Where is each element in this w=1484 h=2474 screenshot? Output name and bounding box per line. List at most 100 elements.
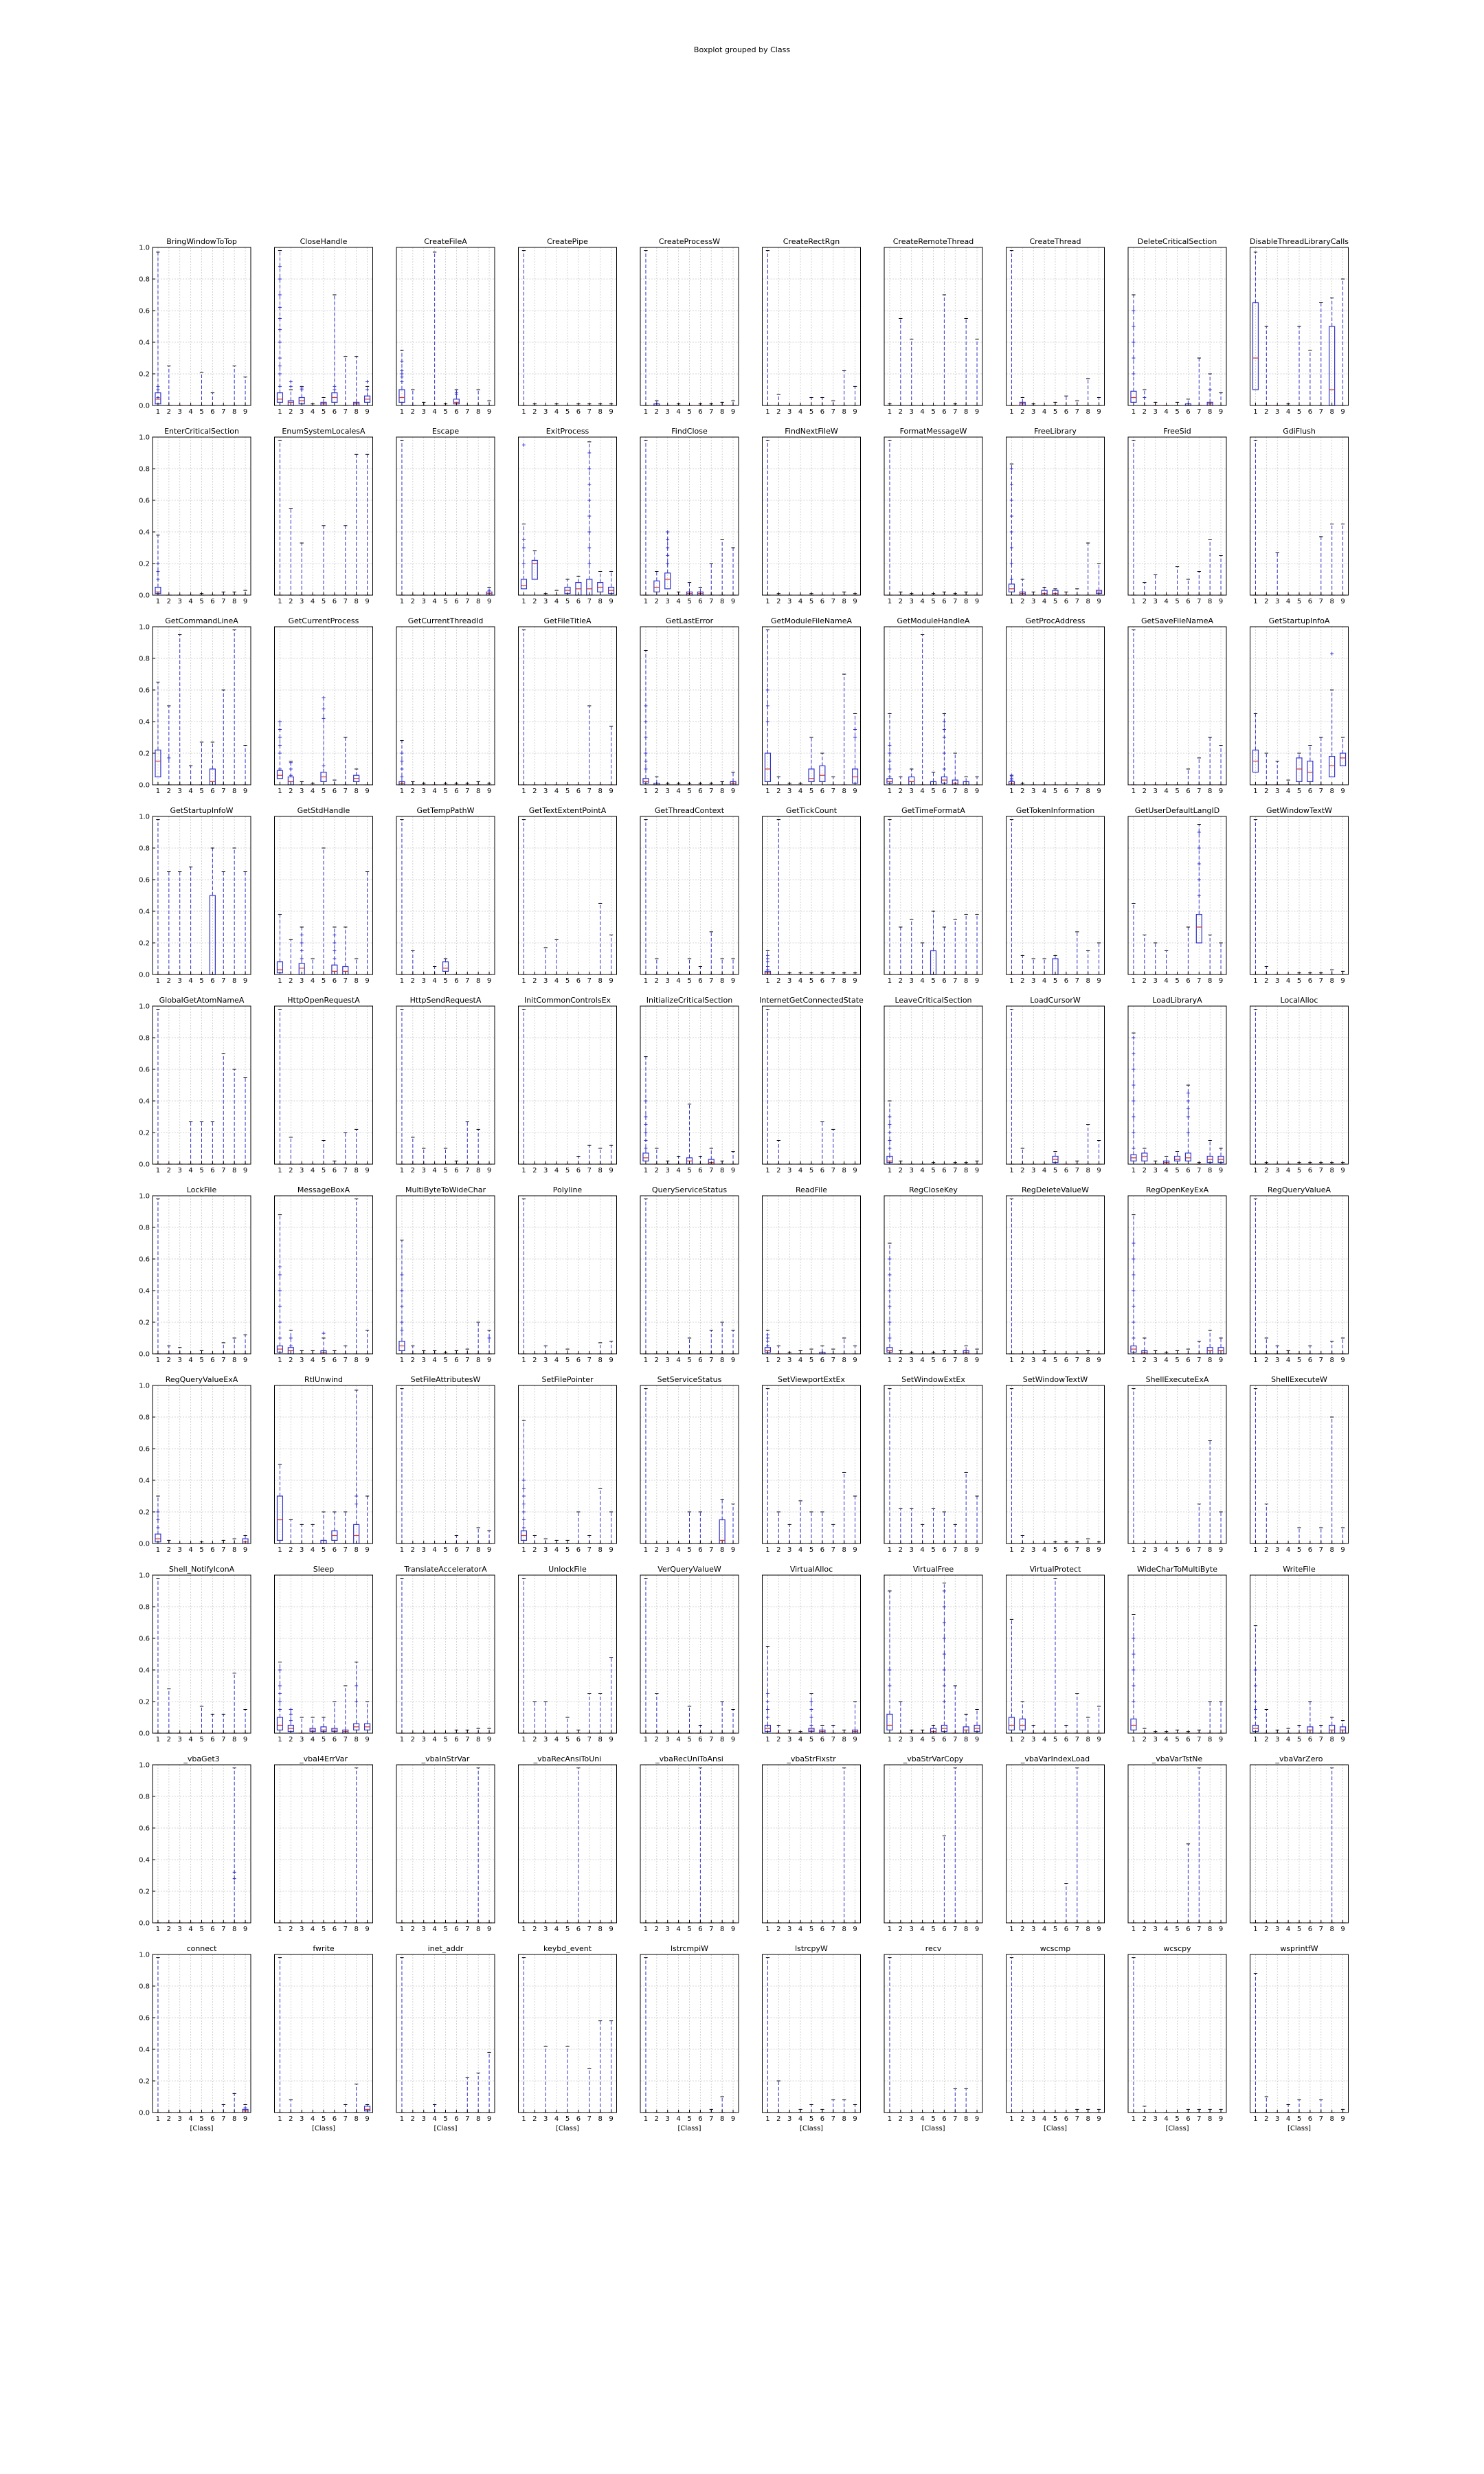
y-tick-label: 0.6 (139, 1446, 150, 1453)
x-tick-label: 7 (221, 598, 225, 605)
panel-46: LeaveCriticalSection 1 2 3 4 5 6 7 8 9 (884, 996, 983, 1174)
x-tick-label: 6 (1064, 1357, 1068, 1364)
flier-point (289, 761, 293, 765)
panel-title: SetFilePointer (541, 1375, 594, 1384)
x-tick-label: 5 (1297, 788, 1301, 795)
flier-point (1197, 893, 1201, 898)
x-tick-label: 8 (232, 1357, 236, 1364)
x-tick-label: 8 (476, 1357, 480, 1364)
x-tick-label: 8 (1208, 788, 1212, 795)
x-tick-label: 1 (888, 788, 892, 795)
x-tick-label: 1 (521, 1167, 526, 1174)
panel-title: CreatePipe (547, 237, 588, 246)
panel-13: ExitProcess 1 2 3 4 5 6 7 8 9 (518, 427, 617, 605)
x-tick-label: 2 (1143, 1357, 1147, 1364)
flier-point (765, 965, 769, 968)
panel-68: ShellExecuteExA 1 2 3 4 5 6 7 8 9 (1127, 1375, 1227, 1554)
x-tick-label: 5 (199, 788, 203, 795)
x-tick-label: 6 (1186, 1546, 1190, 1554)
axes-frame (396, 626, 495, 785)
flier-point (278, 1700, 282, 1704)
x-tick-label: 8 (354, 977, 358, 985)
x-tick-label: 9 (1219, 598, 1223, 605)
flier-point (888, 751, 892, 755)
x-tick-label: 1 (278, 408, 282, 416)
x-tick-label: 8 (354, 408, 358, 416)
x-tick-label: 3 (543, 408, 548, 416)
x-tick-label: 1 (156, 598, 160, 605)
box (1339, 753, 1347, 766)
x-tick-label: 5 (1297, 598, 1301, 605)
flier-point (289, 1708, 293, 1711)
x-tick-label: 2 (776, 1357, 780, 1364)
x-tick-label: 5 (1053, 788, 1057, 795)
flier-point (765, 960, 769, 964)
panel-title: LoadCursorW (1030, 996, 1081, 1005)
x-tick-label: 1 (1253, 1167, 1257, 1174)
x-tick-label: 6 (1186, 977, 1190, 985)
x-tick-label: 2 (289, 1167, 293, 1174)
axes-frame (1127, 1385, 1227, 1544)
flier-point (289, 773, 293, 777)
flier-point (1009, 514, 1013, 518)
x-tick-label: 2 (655, 598, 659, 605)
x-tick-label: 7 (1197, 408, 1201, 416)
flier-point (644, 751, 648, 755)
flier-point (278, 1320, 282, 1324)
x-tick-label: 2 (1020, 1546, 1024, 1554)
x-tick-label: 6 (210, 977, 214, 985)
flier-point (942, 751, 946, 755)
flier-point (278, 364, 282, 368)
x-tick-label: 6 (820, 1546, 824, 1554)
flier-point (278, 1668, 282, 1672)
x-tick-label: 7 (587, 1736, 592, 1743)
x-tick-label: 3 (300, 598, 304, 605)
x-tick-label: 4 (1042, 408, 1046, 416)
x-tick-label: 4 (798, 1167, 802, 1174)
x-tick-label: 9 (1097, 598, 1101, 605)
flier-point (278, 328, 282, 332)
panel-21: GetCurrentProcess 1 2 3 4 5 6 7 8 9 (274, 616, 373, 795)
x-tick-label: 7 (1197, 1546, 1201, 1554)
x-tick-label: 9 (1219, 408, 1223, 416)
flier-point (942, 767, 946, 771)
x-tick-label: 8 (720, 1736, 724, 1743)
flier-point (587, 514, 592, 518)
flier-point (289, 384, 293, 388)
flier-point (355, 1502, 359, 1506)
flier-point (278, 1304, 282, 1308)
x-tick-label: 1 (521, 408, 526, 416)
x-tick-label: 4 (432, 598, 436, 605)
x-tick-label: 9 (975, 598, 979, 605)
panel-title: GetModuleHandleA (897, 616, 970, 625)
flier-point (1186, 1115, 1190, 1119)
flier-point (666, 561, 670, 566)
flier-point (765, 953, 769, 957)
x-tick-label: 9 (1097, 1546, 1101, 1554)
x-tick-label: 4 (920, 1546, 924, 1554)
y-tick-label: 1.0 (139, 1383, 150, 1390)
x-tick-label: 1 (765, 977, 769, 985)
y-tick-label: 1.0 (139, 624, 150, 632)
x-tick-label: 1 (1253, 1546, 1257, 1554)
x-tick-label: 1 (521, 1357, 526, 1364)
box (819, 765, 826, 783)
x-tick-label: 3 (1275, 408, 1279, 416)
x-tick-label: 9 (609, 977, 613, 985)
flier-point (289, 1712, 293, 1716)
x-tick-label: 3 (422, 977, 426, 985)
x-tick-label: 3 (1031, 1546, 1035, 1554)
x-tick-label: 5 (1297, 1357, 1301, 1364)
x-tick-label: 4 (676, 1736, 680, 1743)
axes-frame (1127, 816, 1227, 975)
x-tick-label: 2 (776, 408, 780, 416)
panel-27: GetProcAddress 1 2 3 4 5 6 7 8 9 (1006, 616, 1105, 795)
x-tick-label: 9 (487, 1167, 491, 1174)
x-tick-label: 4 (676, 788, 680, 795)
x-tick-label: 3 (178, 788, 182, 795)
flier-point (1132, 1304, 1136, 1308)
x-tick-label: 6 (333, 977, 337, 985)
x-tick-label: 5 (687, 598, 691, 605)
flier-point (587, 530, 592, 534)
x-tick-label: 4 (188, 1357, 192, 1364)
